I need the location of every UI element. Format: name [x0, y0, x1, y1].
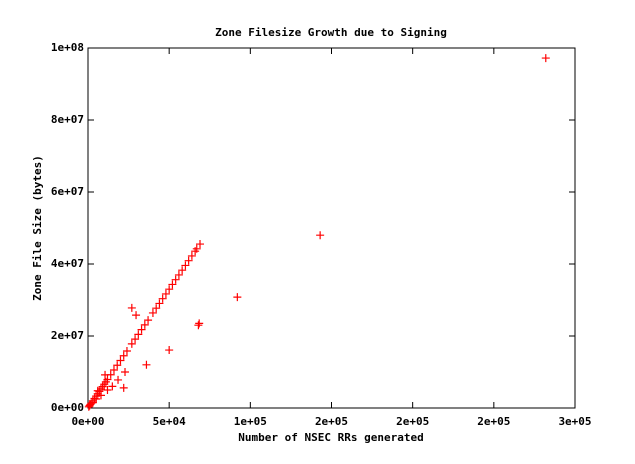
- point: [541, 54, 550, 63]
- point: [196, 240, 205, 249]
- point: [108, 382, 117, 391]
- point: [93, 386, 102, 395]
- x-tick-label: 2e+05: [315, 415, 348, 428]
- x-tick-label: 1e+05: [234, 415, 267, 428]
- point: [132, 311, 141, 320]
- point: [109, 365, 118, 374]
- point: [137, 325, 146, 334]
- point: [192, 244, 201, 253]
- point: [92, 395, 101, 403]
- point: [165, 346, 174, 355]
- point: [158, 294, 167, 303]
- point: [121, 368, 130, 376]
- point: [144, 316, 153, 325]
- point: [184, 256, 193, 265]
- point: [316, 231, 325, 240]
- x-tick-label: 3e+05: [558, 415, 591, 428]
- point: [233, 293, 242, 302]
- y-tick-label: 8e+07: [51, 113, 84, 126]
- point: [113, 361, 122, 370]
- point: [142, 360, 151, 369]
- point: [152, 304, 161, 313]
- point: [131, 335, 140, 344]
- point: [140, 320, 149, 329]
- point: [127, 339, 136, 348]
- point: [161, 289, 170, 298]
- x-tick-label: 2e+05: [396, 415, 429, 428]
- point: [194, 321, 203, 330]
- point: [119, 383, 128, 392]
- point: [119, 351, 128, 360]
- point: [148, 308, 157, 317]
- point: [101, 370, 110, 379]
- y-tick-label: 4e+07: [51, 257, 84, 270]
- point: [178, 266, 187, 275]
- point: [103, 375, 112, 384]
- point: [116, 356, 125, 365]
- point: [155, 299, 164, 308]
- x-tick-label: 0e+00: [71, 415, 104, 428]
- x-axis-label: Number of NSEC RRs generated: [238, 431, 423, 444]
- x-tick-label: 2e+05: [477, 415, 510, 428]
- point: [174, 270, 183, 279]
- y-tick-label: 1e+08: [51, 41, 84, 54]
- point: [171, 275, 180, 284]
- point: [181, 261, 190, 270]
- point: [165, 285, 174, 294]
- y-tick-label: 6e+07: [51, 185, 84, 198]
- point: [168, 280, 177, 289]
- point: [127, 303, 136, 312]
- point: [195, 319, 204, 328]
- point: [187, 251, 196, 260]
- point: [96, 391, 105, 400]
- y-tick-label: 2e+07: [51, 329, 84, 342]
- y-tick-label: 0e+00: [51, 401, 84, 414]
- point: [134, 330, 143, 339]
- x-tick-label: 5e+04: [153, 415, 186, 428]
- y-axis-label: Zone File Size (bytes): [31, 155, 44, 301]
- point: [122, 346, 131, 355]
- point: [103, 386, 112, 394]
- chart-title: Zone Filesize Growth due to Signing: [215, 26, 447, 39]
- point: [114, 375, 123, 384]
